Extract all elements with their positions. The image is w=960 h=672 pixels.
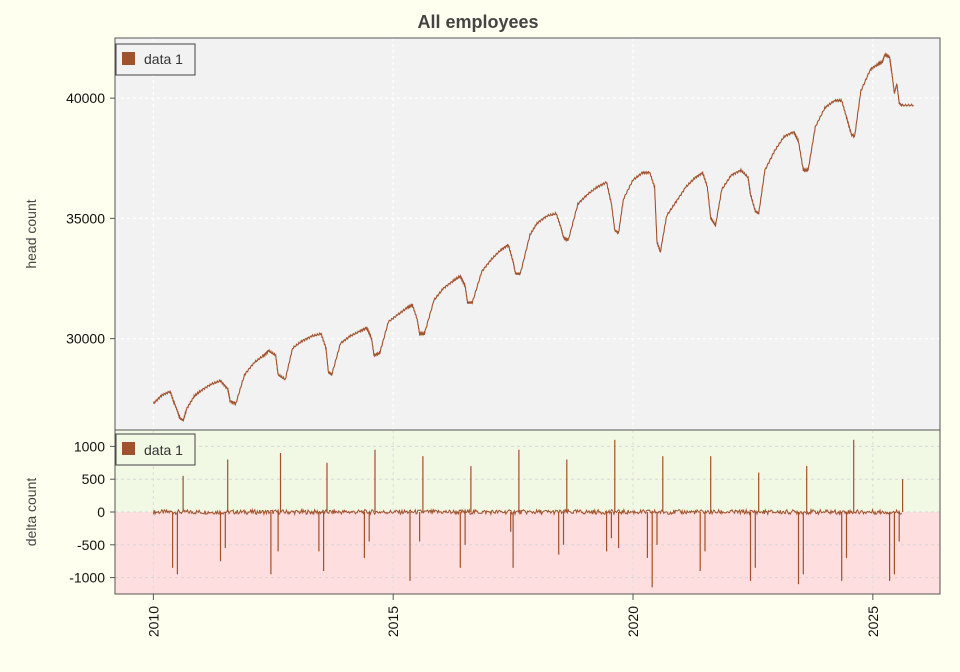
top-y-ticks: 30000 35000 40000 bbox=[66, 90, 115, 347]
top-ytick-label-0: 30000 bbox=[66, 331, 105, 347]
top-panel: 30000 35000 40000 head count data 1 bbox=[23, 37, 941, 431]
top-series bbox=[152, 51, 914, 423]
bottom-y-ticks: -1000 -500 0 500 1000 bbox=[69, 438, 115, 586]
delta-baseline bbox=[152, 507, 903, 517]
xtick-label-0: 2010 bbox=[145, 606, 161, 637]
bottom-legend: data 1 bbox=[115, 433, 196, 466]
chart-title: All employees bbox=[417, 12, 538, 32]
bottom-ytick-label-3: 500 bbox=[82, 471, 106, 487]
bottom-frame bbox=[114, 429, 941, 595]
bottom-ytick-label-2: 0 bbox=[97, 504, 105, 520]
bottom-legend-swatch bbox=[122, 442, 135, 455]
top-legend-label: data 1 bbox=[144, 51, 183, 67]
xtick-label-2: 2020 bbox=[625, 606, 641, 637]
bottom-panel: -1000 -500 0 500 1000 2010 2015 2020 2025 delta… bbox=[23, 429, 941, 637]
x-axis-ticks: 2010 2015 2020 2025 bbox=[145, 594, 881, 637]
bottom-ytick-label-0: -1000 bbox=[69, 570, 105, 586]
positive-band bbox=[115, 430, 940, 512]
xtick-label-3: 2025 bbox=[865, 606, 881, 637]
top-ytick-label-2: 40000 bbox=[66, 90, 105, 106]
top-y-axis-label: head count bbox=[23, 199, 39, 268]
xtick-label-1: 2015 bbox=[385, 606, 401, 637]
bottom-legend-label: data 1 bbox=[144, 442, 183, 458]
top-legend-swatch bbox=[122, 52, 135, 65]
top-gridlines bbox=[115, 38, 940, 430]
bottom-ytick-label-4: 1000 bbox=[74, 438, 105, 454]
bottom-ytick-label-1: -500 bbox=[77, 537, 105, 553]
top-legend: data 1 bbox=[115, 43, 196, 76]
top-plot-area bbox=[115, 38, 940, 430]
bottom-y-axis-label: delta count bbox=[23, 478, 39, 547]
negative-band bbox=[115, 512, 940, 594]
bottom-series bbox=[152, 439, 904, 588]
top-ytick-label-1: 35000 bbox=[66, 210, 105, 226]
top-series-line-0-0 bbox=[152, 51, 914, 423]
